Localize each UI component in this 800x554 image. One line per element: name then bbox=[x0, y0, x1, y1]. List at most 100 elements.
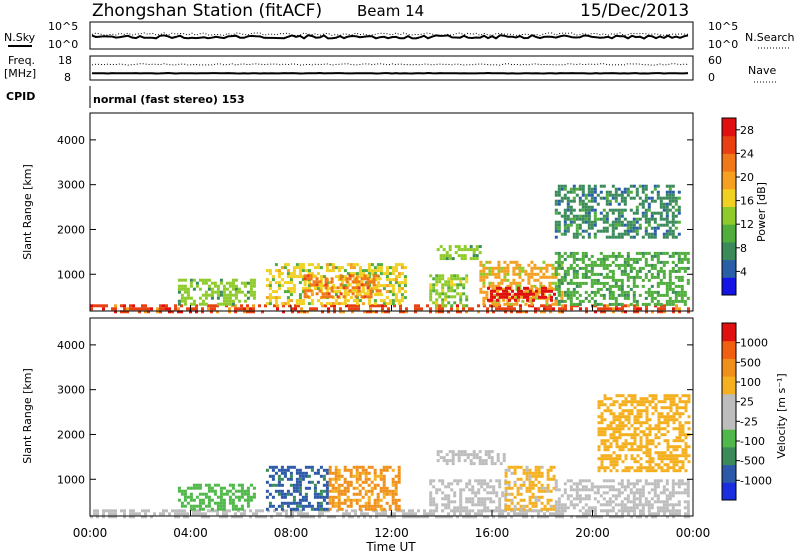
heatmap-cell bbox=[465, 310, 468, 314]
heatmap-cell bbox=[614, 190, 618, 194]
heatmap-cell bbox=[584, 251, 588, 255]
heatmap-cell bbox=[216, 304, 219, 308]
heatmap-cell bbox=[207, 498, 211, 502]
heatmap-cell bbox=[298, 486, 302, 490]
heatmap-cell bbox=[584, 263, 588, 267]
heatmap-cell bbox=[509, 284, 513, 288]
heatmap-cell bbox=[662, 223, 666, 227]
heatmap-cell bbox=[615, 439, 619, 443]
heatmap-cell bbox=[388, 272, 392, 276]
heatmap-cell bbox=[441, 292, 445, 296]
heatmap-cell bbox=[210, 304, 213, 308]
heatmap-cell bbox=[620, 263, 624, 267]
heatmap-cell bbox=[534, 465, 538, 469]
heatmap-cell bbox=[645, 439, 649, 443]
heatmap-cell bbox=[438, 292, 442, 296]
heatmap-cell bbox=[578, 500, 582, 504]
heatmap-cell bbox=[606, 307, 609, 311]
heatmap-cell bbox=[672, 403, 676, 407]
heatmap-cell bbox=[252, 281, 256, 285]
heatmap-cell bbox=[141, 509, 144, 513]
cpid-label: CPID bbox=[6, 90, 35, 103]
heatmap-cell bbox=[435, 274, 439, 278]
heatmap-cell bbox=[564, 307, 567, 311]
heatmap-cell bbox=[677, 275, 681, 279]
heatmap-cell bbox=[450, 509, 453, 513]
heatmap-cell bbox=[501, 494, 505, 498]
heatmap-cell bbox=[624, 400, 628, 404]
heatmap-cell bbox=[316, 504, 320, 508]
heatmap-cell bbox=[498, 485, 502, 489]
heatmap-cell bbox=[144, 307, 147, 311]
heatmap-cell bbox=[677, 251, 681, 255]
heatmap-cell bbox=[653, 232, 657, 236]
heatmap-cell bbox=[382, 299, 386, 303]
heatmap-cell bbox=[666, 424, 670, 428]
heatmap-cell bbox=[653, 488, 657, 492]
heatmap-cell bbox=[498, 479, 502, 483]
heatmap-cell bbox=[286, 501, 290, 505]
heatmap-cell bbox=[597, 403, 601, 407]
heatmap-cell bbox=[328, 489, 332, 493]
heatmap-cell bbox=[654, 469, 658, 473]
heatmap-cell bbox=[180, 304, 183, 308]
heatmap-cell bbox=[563, 293, 567, 297]
heatmap-cell bbox=[506, 299, 510, 303]
heatmap-cell bbox=[531, 486, 535, 490]
heatmap-cell bbox=[597, 457, 601, 461]
velocity-heatmap bbox=[90, 394, 691, 519]
heatmap-cell bbox=[204, 302, 208, 306]
heatmap-cell bbox=[261, 515, 264, 519]
heatmap-cell bbox=[675, 394, 679, 398]
heatmap-cell bbox=[642, 451, 646, 455]
heatmap-cell bbox=[533, 272, 537, 276]
heatmap-cell bbox=[249, 278, 253, 282]
heatmap-cell bbox=[484, 450, 488, 454]
heatmap-cell bbox=[681, 463, 685, 467]
heatmap-cell bbox=[507, 483, 511, 487]
heatmap-cell bbox=[653, 199, 657, 203]
heatmap-cell bbox=[609, 436, 613, 440]
heatmap-cell bbox=[557, 500, 561, 504]
heatmap-cell bbox=[554, 284, 558, 288]
heatmap-cell bbox=[614, 235, 618, 239]
heatmap-cell bbox=[379, 284, 383, 288]
heatmap-cell bbox=[346, 483, 350, 487]
heatmap-cell bbox=[645, 433, 649, 437]
heatmap-cell bbox=[319, 507, 323, 511]
nave-tick-top: 60 bbox=[708, 54, 722, 67]
heatmap-cell bbox=[295, 263, 299, 267]
heatmap-cell bbox=[301, 290, 305, 294]
heatmap-cell bbox=[382, 287, 386, 291]
heatmap-cell bbox=[665, 211, 669, 215]
heatmap-cell bbox=[312, 283, 316, 287]
heatmap-cell bbox=[629, 263, 633, 267]
heatmap-cell bbox=[301, 266, 305, 270]
heatmap-cell bbox=[684, 448, 688, 452]
heatmap-cell bbox=[429, 283, 433, 287]
heatmap-cell bbox=[180, 293, 184, 297]
heatmap-cell bbox=[432, 485, 436, 489]
heatmap-cell bbox=[590, 272, 594, 276]
heatmap-cell bbox=[509, 281, 513, 285]
heatmap-cell bbox=[611, 269, 615, 273]
heatmap-cell bbox=[566, 229, 570, 233]
heatmap-cell bbox=[678, 469, 682, 473]
heatmap-cell bbox=[629, 220, 633, 224]
heatmap-cell bbox=[225, 515, 228, 519]
heatmap-cell bbox=[678, 460, 682, 464]
colorbar-swatch bbox=[722, 118, 736, 137]
heatmap-cell bbox=[289, 501, 293, 505]
heatmap-cell bbox=[462, 292, 466, 296]
heatmap-cell bbox=[363, 512, 366, 516]
heatmap-cell bbox=[441, 497, 445, 501]
heatmap-cell bbox=[530, 266, 534, 270]
heatmap-cell bbox=[207, 486, 211, 490]
heatmap-cell bbox=[234, 293, 238, 297]
heatmap-cell bbox=[468, 512, 471, 516]
heatmap-cell bbox=[543, 507, 547, 511]
heatmap-cell bbox=[349, 483, 353, 487]
heatmap-cell bbox=[513, 471, 517, 475]
heatmap-cell bbox=[662, 509, 666, 513]
heatmap-cell bbox=[354, 304, 357, 308]
